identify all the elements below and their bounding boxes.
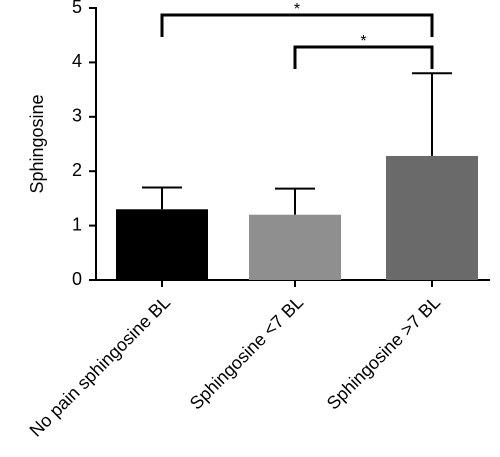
bar	[386, 155, 478, 280]
y-axis-label: Sphingosine	[27, 94, 47, 193]
y-tick-label: 2	[72, 160, 82, 180]
x-tick-label: No pain sphingosine BL	[26, 292, 175, 441]
significance-label: *	[360, 33, 366, 50]
x-tick-label: Sphingosine <7 BL	[186, 292, 307, 413]
bar	[116, 209, 208, 280]
y-tick-label: 1	[72, 214, 82, 234]
y-tick-label: 4	[72, 51, 82, 71]
x-tick-label: Sphingosine >7 BL	[323, 292, 444, 413]
y-tick-label: 0	[72, 269, 82, 289]
significance-bracket	[293, 45, 434, 69]
y-tick-label: 5	[72, 0, 82, 17]
significance-bracket	[160, 13, 434, 37]
y-tick-label: 3	[72, 106, 82, 126]
bar	[249, 214, 341, 280]
significance-label: *	[294, 1, 300, 18]
